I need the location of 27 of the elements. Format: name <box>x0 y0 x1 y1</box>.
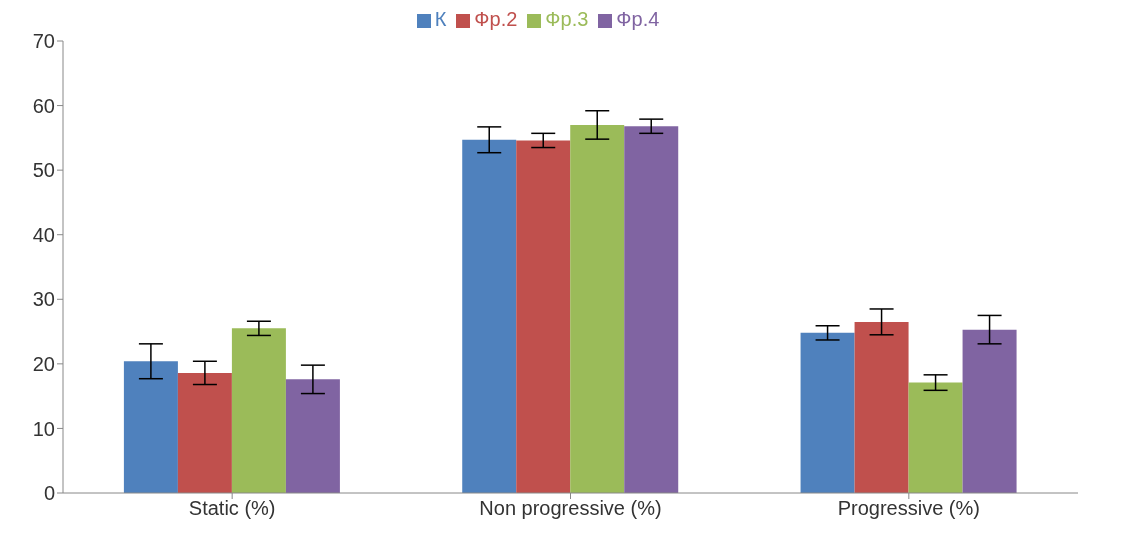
y-tick-label: 40 <box>32 223 55 246</box>
bar <box>462 139 517 493</box>
legend-label: К <box>434 8 447 30</box>
bar <box>854 321 909 493</box>
y-tick-label: 0 <box>43 482 55 505</box>
y-tick-label: 60 <box>32 94 55 117</box>
bar <box>516 140 571 493</box>
bar <box>123 361 178 493</box>
bar <box>962 329 1017 493</box>
bar <box>624 126 679 493</box>
y-tick-label: 30 <box>32 288 55 311</box>
legend-label: Фр.3 <box>545 8 589 30</box>
bar <box>800 332 855 493</box>
x-tick-label: Non progressive (%) <box>479 497 662 520</box>
x-tick-label: Static (%) <box>188 497 276 520</box>
legend-label: Фр.4 <box>616 8 660 30</box>
legend-label: Фр.2 <box>474 8 518 30</box>
bar <box>570 124 625 493</box>
y-tick-label: 70 <box>32 30 55 53</box>
bar <box>908 382 963 493</box>
bar <box>231 328 286 493</box>
bar <box>285 379 340 493</box>
y-tick-label: 20 <box>32 352 55 375</box>
bar <box>177 372 232 493</box>
y-tick-label: 10 <box>32 417 55 440</box>
y-tick-label: 50 <box>32 159 55 182</box>
x-tick-label: Progressive (%) <box>837 497 980 520</box>
